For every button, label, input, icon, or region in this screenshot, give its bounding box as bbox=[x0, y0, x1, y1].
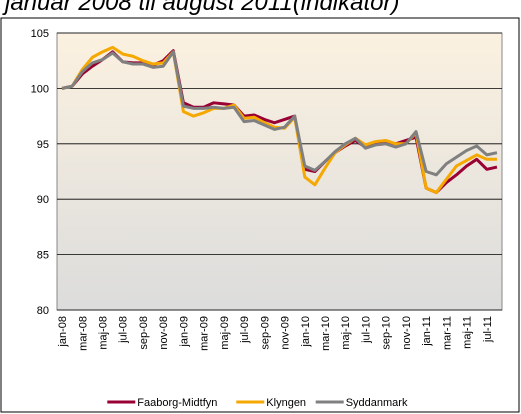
x-tick-label: jan-10 bbox=[300, 316, 312, 348]
x-tick-label: maj-10 bbox=[340, 316, 352, 350]
x-tick-label: mar-10 bbox=[320, 316, 332, 351]
legend-label: Syddanmark bbox=[346, 397, 408, 409]
legend-label: Faaborg-Midtfyn bbox=[137, 397, 217, 409]
y-tick-label: 80 bbox=[37, 305, 49, 317]
x-tick-label: nov-09 bbox=[280, 316, 292, 350]
x-tick-label: jul-11 bbox=[482, 316, 494, 343]
x-tick-label: maj-09 bbox=[219, 316, 231, 350]
x-tick-label: nov-10 bbox=[401, 316, 413, 350]
x-tick-label: mar-11 bbox=[441, 316, 453, 350]
x-tick-label: mar-09 bbox=[199, 316, 211, 351]
y-tick-label: 95 bbox=[37, 139, 49, 151]
y-tick-label: 90 bbox=[37, 194, 49, 206]
chart-title: januar 2008 til august 2011(indikator) bbox=[2, 0, 399, 16]
y-tick-label: 85 bbox=[37, 250, 49, 262]
y-tick-label: 105 bbox=[31, 28, 49, 40]
x-tick-label: jul-10 bbox=[360, 316, 372, 344]
x-tick-label: maj-11 bbox=[462, 316, 474, 349]
legend-label: Klyngen bbox=[266, 397, 306, 409]
x-tick-label: jul-09 bbox=[239, 316, 251, 344]
x-tick-label: jul-08 bbox=[118, 316, 130, 344]
x-tick-label: sep-08 bbox=[138, 316, 150, 350]
plot-area bbox=[56, 32, 503, 311]
x-tick-label: jan-11 bbox=[421, 316, 433, 347]
x-tick-label: sep-09 bbox=[259, 316, 271, 350]
x-tick-label: nov-08 bbox=[158, 316, 170, 350]
x-tick-label: mar-08 bbox=[77, 316, 89, 351]
x-tick-label: jan-08 bbox=[57, 316, 69, 348]
y-tick-label: 100 bbox=[31, 83, 49, 95]
x-tick-label: jan-09 bbox=[178, 316, 190, 348]
series-line bbox=[61, 50, 498, 177]
x-tick-label: sep-10 bbox=[381, 316, 393, 350]
x-tick-label: maj-08 bbox=[98, 316, 110, 350]
